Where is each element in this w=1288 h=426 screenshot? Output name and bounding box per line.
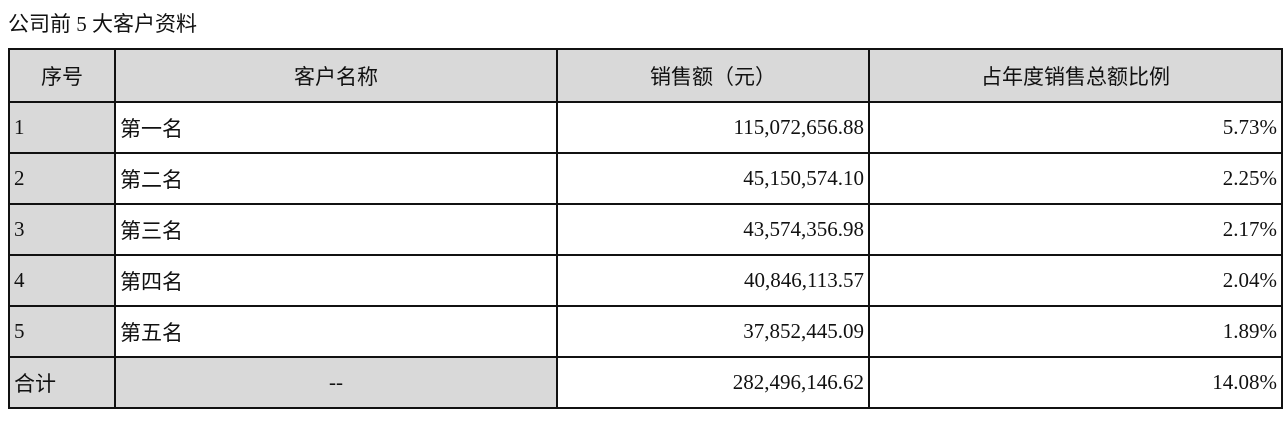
row-index: 1 xyxy=(8,101,116,154)
row-index: 5 xyxy=(8,305,116,358)
table-row: 3 第三名 43,574,356.98 2.17% xyxy=(8,203,1283,256)
header-sales: 销售额（元） xyxy=(556,48,870,103)
row-customer: 第五名 xyxy=(114,305,558,358)
header-ratio: 占年度销售总额比例 xyxy=(868,48,1283,103)
total-label: 合计 xyxy=(8,356,116,409)
table-row: 4 第四名 40,846,113.57 2.04% xyxy=(8,254,1283,307)
row-customer: 第四名 xyxy=(114,254,558,307)
row-ratio: 2.17% xyxy=(868,203,1283,256)
row-ratio: 1.89% xyxy=(868,305,1283,358)
row-sales: 37,852,445.09 xyxy=(556,305,870,358)
row-sales: 115,072,656.88 xyxy=(556,101,870,154)
total-customer: -- xyxy=(114,356,558,409)
row-sales: 40,846,113.57 xyxy=(556,254,870,307)
table-row: 2 第二名 45,150,574.10 2.25% xyxy=(8,152,1283,205)
total-ratio: 14.08% xyxy=(868,356,1283,409)
table-title: 公司前 5 大客户资料 xyxy=(8,12,197,36)
row-customer: 第一名 xyxy=(114,101,558,154)
total-row: 合计 -- 282,496,146.62 14.08% xyxy=(8,356,1283,409)
header-row: 序号 客户名称 销售额（元） 占年度销售总额比例 xyxy=(8,48,1283,103)
row-sales: 45,150,574.10 xyxy=(556,152,870,205)
row-ratio: 5.73% xyxy=(868,101,1283,154)
row-customer: 第三名 xyxy=(114,203,558,256)
header-customer: 客户名称 xyxy=(114,48,558,103)
row-index: 2 xyxy=(8,152,116,205)
header-index: 序号 xyxy=(8,48,116,103)
table-row: 5 第五名 37,852,445.09 1.89% xyxy=(8,305,1283,358)
row-index: 3 xyxy=(8,203,116,256)
row-customer: 第二名 xyxy=(114,152,558,205)
row-sales: 43,574,356.98 xyxy=(556,203,870,256)
total-sales: 282,496,146.62 xyxy=(556,356,870,409)
top-customers-table: 序号 客户名称 销售额（元） 占年度销售总额比例 1 第一名 115,072,656… xyxy=(8,48,1283,409)
row-ratio: 2.25% xyxy=(868,152,1283,205)
row-ratio: 2.04% xyxy=(868,254,1283,307)
row-index: 4 xyxy=(8,254,116,307)
table-row: 1 第一名 115,072,656.88 5.73% xyxy=(8,101,1283,154)
